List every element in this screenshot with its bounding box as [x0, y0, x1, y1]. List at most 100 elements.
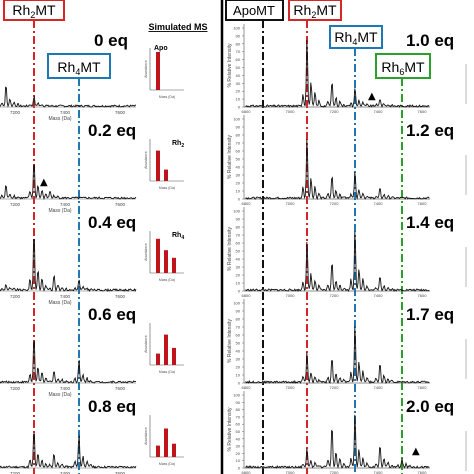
y-tick-label: 0 [238, 197, 241, 202]
inset-x-label: Mass (Da) [159, 278, 175, 282]
inset-bar [164, 428, 168, 457]
x-tick-label: 7600 [115, 386, 126, 391]
eq-label: 0.8 eq [88, 397, 136, 416]
spectrum-left-1 [0, 163, 137, 201]
y-tick-label: 90 [236, 309, 241, 314]
eq-label: 0.2 eq [88, 121, 136, 140]
svg-text:Rh6MT: Rh6MT [381, 59, 425, 77]
apomt-label: ApoMT [225, 0, 284, 21]
x-axis-label: Mass (Da) [48, 300, 71, 306]
y-tick-label: 100 [233, 117, 240, 122]
inset-bar [164, 334, 168, 365]
y-tick-label: 30 [236, 444, 241, 449]
x-tick-label: 7600 [115, 294, 126, 299]
inset-bar [156, 150, 160, 181]
x-tick-label: 6800 [242, 109, 252, 114]
spectrum-right-2 [245, 231, 430, 293]
rh2mt-label-right: Rh2MT [288, 0, 342, 21]
x-tick-label: 7600 [418, 470, 428, 474]
x-tick-label: 7400 [60, 386, 71, 391]
svg-text:ApoMT: ApoMT [233, 3, 275, 18]
y-tick-label: 10 [236, 458, 241, 463]
y-tick-label: 10 [236, 189, 241, 194]
y-tick-label: 80 [236, 225, 241, 230]
inset-y-label: Abundance [144, 60, 148, 78]
y-tick-label: 50 [236, 429, 241, 434]
y-tick-label: 30 [236, 265, 241, 270]
svg-text:Rh4MT: Rh4MT [334, 29, 378, 47]
inset-bar [156, 238, 160, 273]
inset-bar [156, 445, 160, 457]
inset-bar [156, 52, 160, 90]
y-tick-label: 40 [236, 349, 241, 354]
x-tick-label: 7200 [10, 202, 21, 207]
inset-bar [156, 353, 160, 365]
peak-marker: ▲ [368, 91, 376, 102]
spectrum-right-1 [245, 139, 430, 201]
y-tick-label: 90 [236, 217, 241, 222]
x-tick-label: 7000 [286, 385, 296, 390]
x-axis-label: Mass (Da) [48, 392, 71, 398]
eq-label: 0.6 eq [88, 305, 136, 324]
y-tick-label: 70 [236, 49, 241, 54]
y-tick-label: 40 [236, 436, 241, 441]
left-panel: 7200 7400 7600 Mass (Da) 7200 7400 7600 Mass (D… [0, 0, 208, 474]
spectrum-left-4 [0, 433, 137, 469]
x-tick-label: 6800 [242, 470, 252, 474]
y-tick-label: 100 [233, 26, 240, 31]
y-tick-label: 60 [236, 422, 241, 427]
x-tick-label: 7200 [10, 386, 21, 391]
rh4mt-label-right: Rh4MT [329, 25, 383, 49]
eq-label: 0 eq [94, 31, 128, 50]
y-tick-label: 60 [236, 333, 241, 338]
x-tick-label: 6800 [242, 293, 252, 298]
x-tick-label: 7000 [286, 293, 296, 298]
x-tick-label: 7200 [330, 470, 340, 474]
x-tick-label: 7600 [418, 109, 428, 114]
inset-species-label: Rh4 [172, 232, 184, 241]
inset-bar [172, 257, 176, 273]
x-tick-label: 7600 [115, 110, 126, 115]
x-tick-label: 7400 [60, 294, 71, 299]
spectrum-left-0 [0, 86, 137, 108]
rh4mt-label-left: Rh4MT [47, 53, 111, 79]
x-axis-label: Mass (Da) [48, 116, 71, 122]
x-tick-label: 7600 [418, 201, 428, 206]
y-axis-label: % Relative Intensity [227, 43, 233, 87]
y-tick-label: 50 [236, 341, 241, 346]
x-tick-label: 6800 [242, 201, 252, 206]
simulated-ms-title: Simulated MS [148, 22, 207, 32]
x-tick-label: 7600 [115, 202, 126, 207]
x-tick-label: 7200 [330, 293, 340, 298]
eq-label: 1.7 eq [406, 305, 454, 324]
y-tick-label: 10 [236, 373, 241, 378]
rh6mt-label: Rh6MT [375, 53, 431, 79]
y-tick-label: 90 [236, 125, 241, 130]
spectrum-right-4 [245, 414, 430, 470]
x-axis-label: Mass (Da) [48, 208, 71, 214]
inset-y-label: Abundance [144, 243, 148, 261]
x-tick-label: 7400 [374, 201, 384, 206]
y-tick-label: 90 [236, 33, 241, 38]
x-tick-label: 7600 [115, 471, 126, 474]
inset-bar [164, 250, 168, 273]
x-tick-label: 7400 [60, 110, 71, 115]
x-tick-label: 7400 [374, 470, 384, 474]
x-tick-label: 7200 [330, 201, 340, 206]
svg-text:Rh4MT: Rh4MT [57, 59, 101, 77]
y-tick-label: 70 [236, 233, 241, 238]
y-tick-label: 100 [233, 209, 240, 214]
inset-chart: Abundance Mass (Da) [144, 415, 184, 466]
y-tick-label: 30 [236, 173, 241, 178]
eq-label: 2.0 eq [406, 397, 454, 416]
eq-label: 1.0 eq [406, 31, 454, 50]
rh2mt-label-left: Rh2MT [3, 0, 65, 21]
x-tick-label: 7400 [60, 471, 71, 474]
eq-label: 1.2 eq [406, 121, 454, 140]
x-tick-label: 7200 [330, 109, 340, 114]
y-tick-label: 100 [233, 393, 240, 398]
x-tick-label: 7400 [60, 202, 71, 207]
peak-marker: ▲ [412, 446, 420, 457]
